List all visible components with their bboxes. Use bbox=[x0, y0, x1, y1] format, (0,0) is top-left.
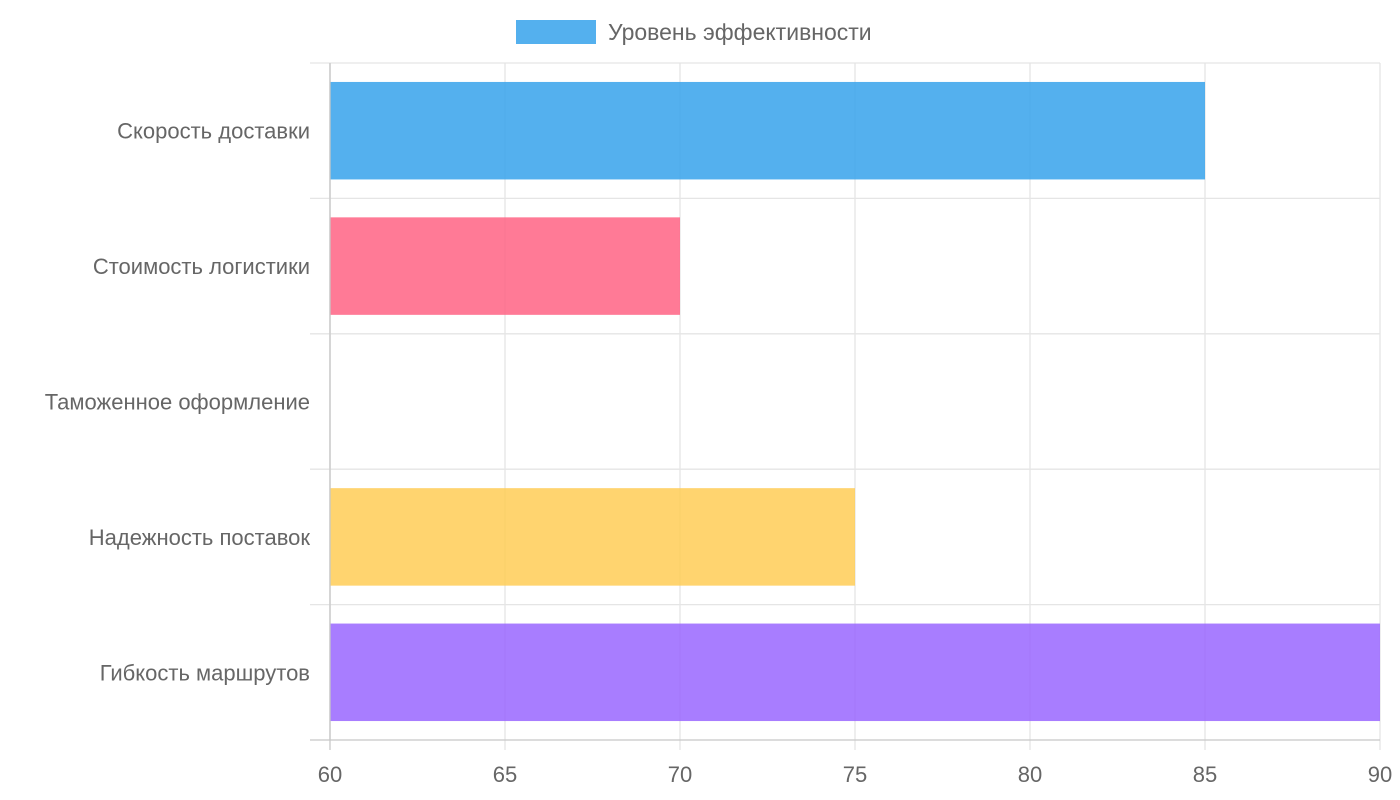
x-tick-label: 65 bbox=[493, 762, 517, 787]
legend-swatch[interactable] bbox=[516, 20, 596, 44]
category-label: Гибкость маршрутов bbox=[100, 660, 310, 685]
bar[interactable] bbox=[330, 488, 855, 586]
labels: Скорость доставки Стоимость логистики Тамо… bbox=[45, 119, 1393, 787]
bars bbox=[330, 81, 1380, 722]
category-label: Надежность поставок bbox=[89, 525, 311, 550]
category-label: Стоимость логистики bbox=[93, 254, 310, 279]
bar[interactable] bbox=[330, 81, 1205, 180]
category-label: Скорость доставки bbox=[117, 119, 310, 144]
bar[interactable] bbox=[330, 623, 1380, 722]
x-tick-label: 70 bbox=[668, 762, 692, 787]
x-tick-label: 80 bbox=[1018, 762, 1042, 787]
category-label: Таможенное оформление bbox=[45, 390, 310, 415]
x-tick-label: 90 bbox=[1368, 762, 1392, 787]
x-tick-label: 60 bbox=[318, 762, 342, 787]
x-tick-label: 85 bbox=[1193, 762, 1217, 787]
legend-label[interactable]: Уровень эффективности bbox=[608, 19, 872, 45]
legend[interactable]: Уровень эффективности bbox=[516, 19, 872, 45]
bar[interactable] bbox=[330, 217, 680, 315]
x-tick-label: 75 bbox=[843, 762, 867, 787]
